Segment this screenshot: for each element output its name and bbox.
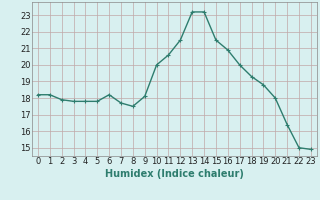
- X-axis label: Humidex (Indice chaleur): Humidex (Indice chaleur): [105, 169, 244, 179]
